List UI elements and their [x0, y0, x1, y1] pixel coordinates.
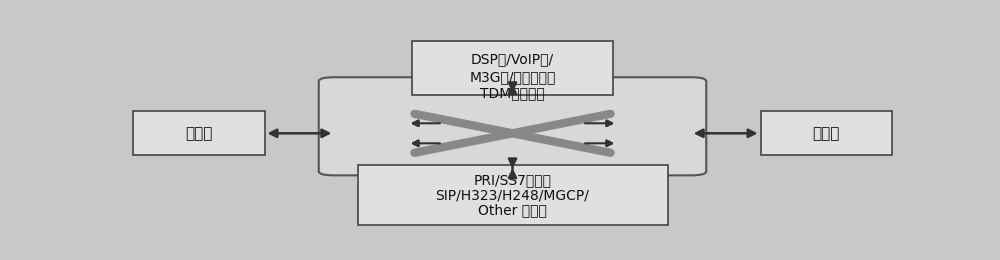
- FancyBboxPatch shape: [761, 111, 892, 155]
- Text: Other 信令板: Other 信令板: [478, 203, 547, 217]
- FancyBboxPatch shape: [412, 41, 613, 95]
- Text: DSP板/VoIP板/: DSP板/VoIP板/: [471, 52, 554, 66]
- Text: PRI/SS7信令板: PRI/SS7信令板: [474, 173, 552, 187]
- Text: M3G板/其他资源板: M3G板/其他资源板: [469, 70, 556, 84]
- FancyBboxPatch shape: [133, 111, 264, 155]
- Text: SIP/H323/H248/MGCP/: SIP/H323/H248/MGCP/: [436, 188, 589, 202]
- Text: 其他板: 其他板: [813, 126, 840, 141]
- Text: TDM支换矩阵: TDM支换矩阵: [480, 86, 545, 100]
- FancyBboxPatch shape: [319, 77, 706, 175]
- FancyBboxPatch shape: [358, 165, 668, 225]
- Text: 中继板: 中继板: [185, 126, 212, 141]
